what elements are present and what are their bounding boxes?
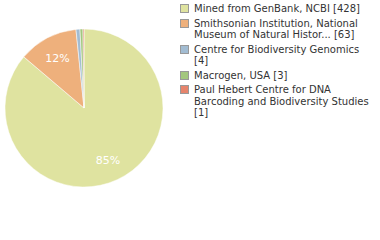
- legend-label: Mined from GenBank, NCBI [428]: [194, 3, 360, 14]
- legend-swatch: [180, 71, 189, 80]
- legend: Mined from GenBank, NCBI [428] Smithsonia…: [180, 3, 376, 122]
- legend-item: Centre for Biodiversity Genomics [4]: [180, 44, 376, 67]
- legend-item: Paul Hebert Centre for DNA Barcoding and…: [180, 84, 376, 119]
- legend-label: Smithsonian Institution, National Museum…: [194, 18, 358, 41]
- pie-slice: [80, 29, 84, 108]
- pie-slice: [24, 29, 84, 108]
- legend-swatch: [180, 19, 189, 28]
- data-label: 12%: [45, 52, 69, 65]
- legend-label: Macrogen, USA [3]: [194, 70, 288, 81]
- legend-swatch: [180, 45, 189, 54]
- legend-item: Macrogen, USA [3]: [180, 70, 376, 82]
- legend-item: Mined from GenBank, NCBI [428]: [180, 3, 376, 15]
- legend-label: Paul Hebert Centre for DNA Barcoding and…: [194, 84, 369, 118]
- pie-slice: [83, 29, 84, 108]
- pie-slice: [5, 29, 163, 187]
- legend-swatch: [180, 85, 189, 94]
- data-label: 85%: [96, 154, 120, 167]
- pie-slice: [76, 29, 84, 108]
- legend-item: Smithsonian Institution, National Museum…: [180, 18, 376, 41]
- legend-swatch: [180, 4, 189, 13]
- legend-label: Centre for Biodiversity Genomics [4]: [194, 44, 359, 67]
